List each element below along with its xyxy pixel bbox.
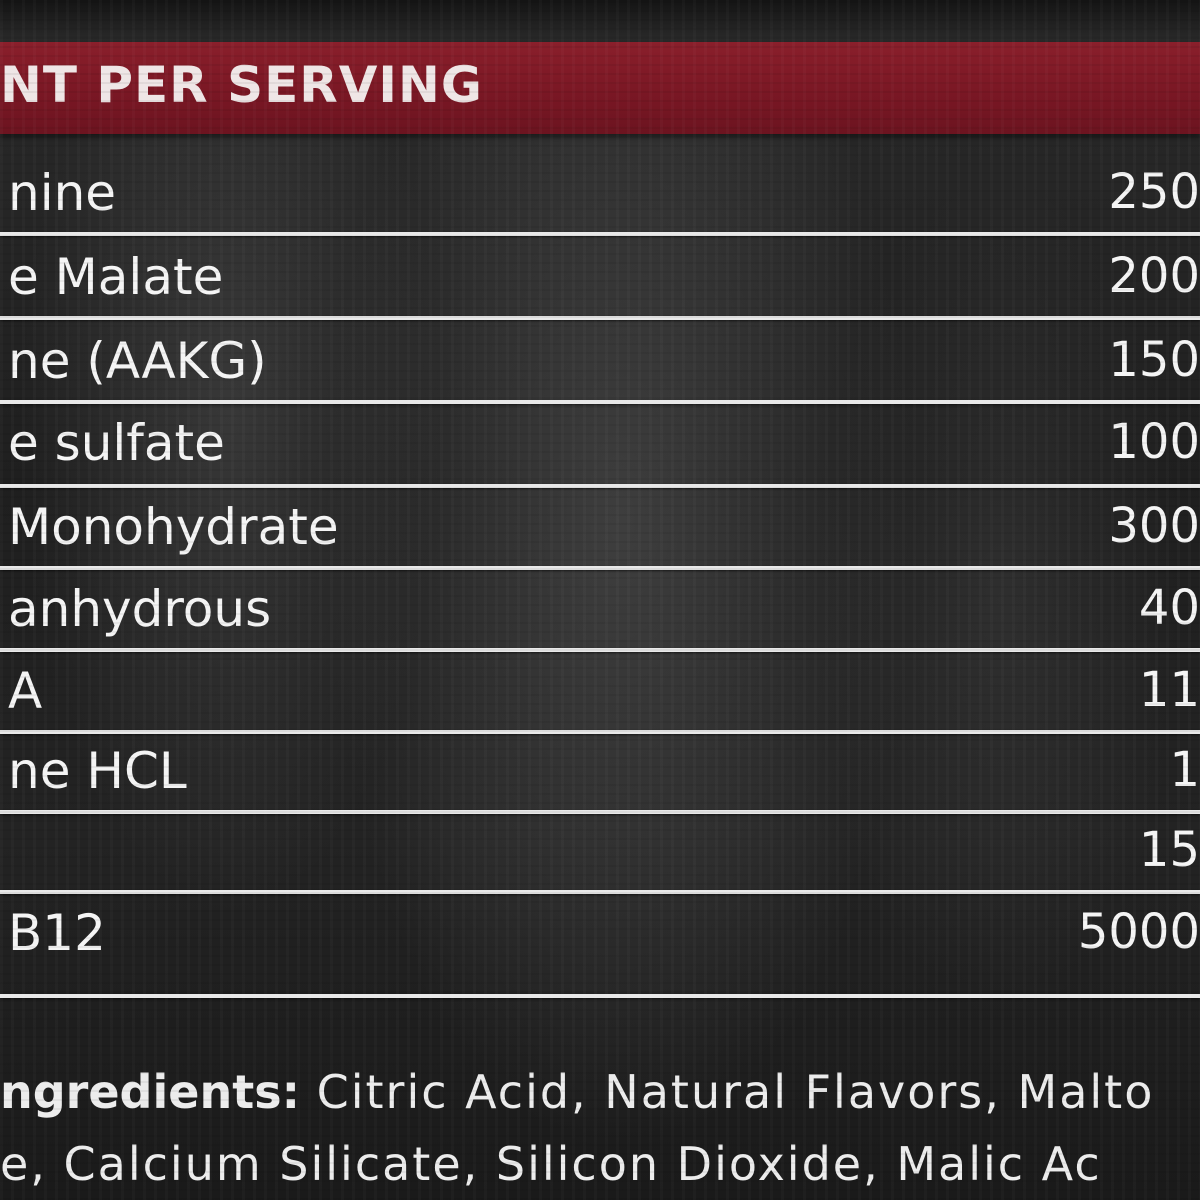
nutrient-name: e Malate xyxy=(8,248,224,306)
nutrient-row: e sulfate 100 xyxy=(0,410,1200,492)
nutrient-name: anhydrous xyxy=(8,580,272,638)
nutrient-name: nine xyxy=(8,164,117,222)
divider xyxy=(0,232,1200,236)
nutrient-amount: 100 xyxy=(1108,414,1200,470)
nutrient-name: Monohydrate xyxy=(8,498,339,556)
nutrient-name: ne HCL xyxy=(8,742,187,800)
ingredients-text-line1: Citric Acid, Natural Flavors, Malto xyxy=(299,1065,1155,1119)
nutrient-amount: 300 xyxy=(1108,498,1200,554)
divider xyxy=(0,316,1200,320)
nutrient-row: ne (AAKG) 150 xyxy=(0,328,1200,410)
ingredients-text-line2: e, Calcium Silicate, Silicon Dioxide, Ma… xyxy=(0,1137,1102,1191)
nutrient-name: B12 xyxy=(8,904,106,962)
divider xyxy=(0,400,1200,404)
ingredients-heading: ngredients: xyxy=(0,1065,300,1119)
nutrient-row: B12 5000 xyxy=(0,900,1200,982)
nutrient-name: A xyxy=(8,662,43,720)
nutrient-row: nine 250 xyxy=(0,160,1200,242)
other-ingredients: ngredients: Citric Acid, Natural Flavors… xyxy=(0,1056,1200,1200)
nutrient-amount: 150 xyxy=(1108,332,1200,388)
nutrient-amount: 200 xyxy=(1108,248,1200,304)
header-band xyxy=(0,42,1200,134)
top-dark-strip xyxy=(0,0,1200,42)
nutrient-name: e sulfate xyxy=(8,414,225,472)
nutrient-row: 15 xyxy=(0,818,1200,900)
nutrient-row: anhydrous 40 xyxy=(0,576,1200,658)
nutrient-amount: 250 xyxy=(1108,164,1200,220)
divider xyxy=(0,810,1200,814)
nutrient-amount: 15 xyxy=(1138,822,1200,878)
nutrient-amount: 11 xyxy=(1138,662,1200,718)
nutrient-amount: 40 xyxy=(1138,580,1200,636)
divider xyxy=(0,890,1200,894)
nutrient-row: A 11 xyxy=(0,658,1200,740)
divider xyxy=(0,484,1200,488)
divider xyxy=(0,730,1200,734)
nutrient-row: e Malate 200 xyxy=(0,244,1200,326)
header-title: NT PER SERVING xyxy=(0,56,483,114)
nutrient-amount: 1 xyxy=(1169,742,1200,798)
nutrient-row: ne HCL 1 xyxy=(0,738,1200,820)
divider xyxy=(0,994,1200,998)
nutrient-row: Monohydrate 300 xyxy=(0,494,1200,576)
divider xyxy=(0,648,1200,652)
nutrient-amount: 5000 xyxy=(1077,904,1200,960)
nutrient-name: ne (AAKG) xyxy=(8,332,267,390)
divider xyxy=(0,566,1200,570)
